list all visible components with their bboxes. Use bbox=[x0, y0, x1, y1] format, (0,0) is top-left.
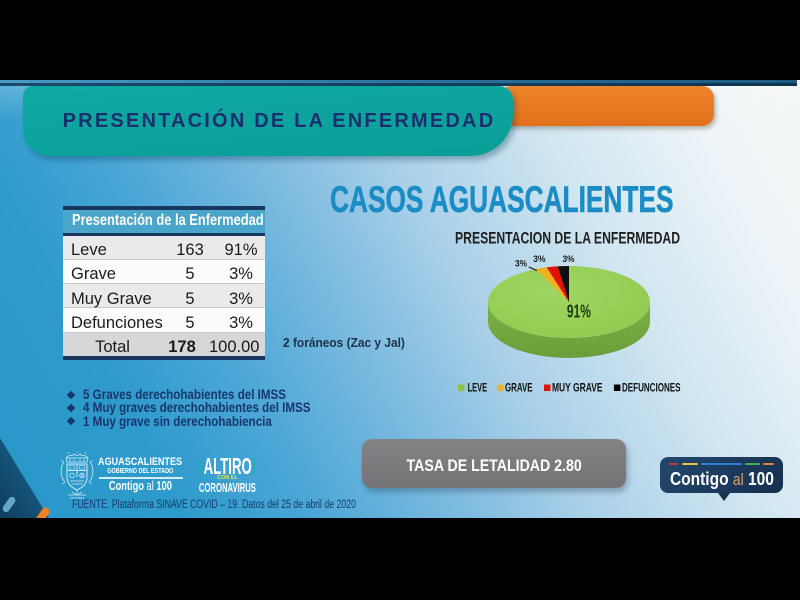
svg-text:DEFUNCIONES: DEFUNCIONES bbox=[622, 381, 681, 395]
svg-text:3%: 3% bbox=[533, 254, 546, 265]
svg-text:GRAVE: GRAVE bbox=[505, 381, 533, 395]
svg-text:MUY GRAVE: MUY GRAVE bbox=[552, 381, 603, 395]
svg-text:91%: 91% bbox=[567, 301, 591, 322]
svg-text:3%: 3% bbox=[515, 258, 527, 269]
svg-text:PRESENTACION DE LA ENFERMEDAD: PRESENTACION DE LA ENFERMEDAD bbox=[455, 230, 680, 248]
svg-text:3%: 3% bbox=[563, 254, 575, 265]
svg-text:LEVE: LEVE bbox=[468, 381, 488, 395]
